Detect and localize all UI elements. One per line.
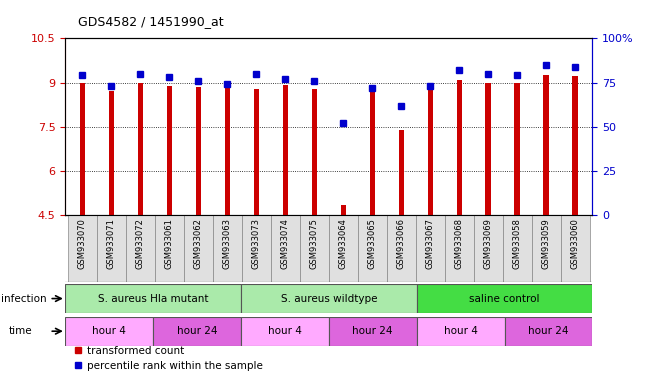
Text: GSM933058: GSM933058 [512, 218, 521, 269]
Text: time: time [9, 326, 33, 336]
Legend: transformed count, percentile rank within the sample: transformed count, percentile rank withi… [70, 341, 267, 375]
Bar [242, 215, 271, 282]
Bar [109, 91, 114, 215]
Bar [241, 317, 329, 346]
Bar [65, 317, 153, 346]
Bar [138, 83, 143, 215]
Bar [532, 215, 561, 282]
Text: hour 24: hour 24 [528, 326, 569, 336]
Text: GSM933072: GSM933072 [136, 218, 145, 269]
Bar [544, 74, 549, 215]
Bar [65, 284, 241, 313]
Text: GSM933071: GSM933071 [107, 218, 116, 269]
Bar [329, 215, 358, 282]
Bar [572, 76, 577, 215]
Bar [416, 215, 445, 282]
Bar [503, 215, 532, 282]
Text: GSM933074: GSM933074 [281, 218, 290, 269]
Text: GSM933061: GSM933061 [165, 218, 174, 269]
Bar [329, 317, 417, 346]
Bar [68, 215, 97, 282]
Bar [474, 215, 503, 282]
Text: GSM933064: GSM933064 [339, 218, 348, 269]
Text: GSM933059: GSM933059 [542, 218, 551, 269]
Bar [428, 83, 433, 215]
Bar [97, 215, 126, 282]
Bar [184, 215, 213, 282]
Text: GSM933073: GSM933073 [252, 218, 261, 270]
Bar [271, 215, 299, 282]
Text: S. aureus Hla mutant: S. aureus Hla mutant [98, 293, 208, 304]
Bar [283, 85, 288, 215]
Text: GSM933070: GSM933070 [78, 218, 87, 269]
Bar [254, 89, 259, 215]
Text: GSM933060: GSM933060 [570, 218, 579, 269]
Text: GSM933069: GSM933069 [484, 218, 493, 269]
Bar [505, 317, 592, 346]
Bar [196, 87, 201, 215]
Bar [445, 215, 474, 282]
Bar [417, 284, 592, 313]
Bar [155, 215, 184, 282]
Bar [153, 317, 241, 346]
Text: S. aureus wildtype: S. aureus wildtype [281, 293, 377, 304]
Bar [456, 81, 462, 215]
Text: GSM933075: GSM933075 [310, 218, 319, 269]
Text: GDS4582 / 1451990_at: GDS4582 / 1451990_at [78, 15, 224, 28]
Text: GSM933063: GSM933063 [223, 218, 232, 270]
Bar [486, 83, 491, 215]
Text: hour 4: hour 4 [92, 326, 126, 336]
Bar [312, 89, 317, 215]
Bar [370, 91, 375, 215]
Text: infection: infection [1, 294, 47, 304]
Text: hour 24: hour 24 [352, 326, 393, 336]
Bar [126, 215, 155, 282]
Bar [561, 215, 590, 282]
Bar [514, 83, 519, 215]
Bar [387, 215, 416, 282]
Text: GSM933062: GSM933062 [194, 218, 203, 269]
Bar [241, 284, 417, 313]
Text: hour 4: hour 4 [268, 326, 302, 336]
Bar [167, 86, 172, 215]
Text: GSM933068: GSM933068 [454, 218, 464, 270]
Text: hour 4: hour 4 [443, 326, 478, 336]
Bar [225, 87, 230, 215]
Bar [213, 215, 242, 282]
Text: GSM933067: GSM933067 [426, 218, 435, 270]
Bar [340, 205, 346, 215]
Text: GSM933065: GSM933065 [368, 218, 377, 269]
Bar [398, 130, 404, 215]
Bar [80, 83, 85, 215]
Bar [417, 317, 505, 346]
Text: hour 24: hour 24 [176, 326, 217, 336]
Bar [299, 215, 329, 282]
Text: saline control: saline control [469, 293, 540, 304]
Text: GSM933066: GSM933066 [396, 218, 406, 270]
Bar [358, 215, 387, 282]
